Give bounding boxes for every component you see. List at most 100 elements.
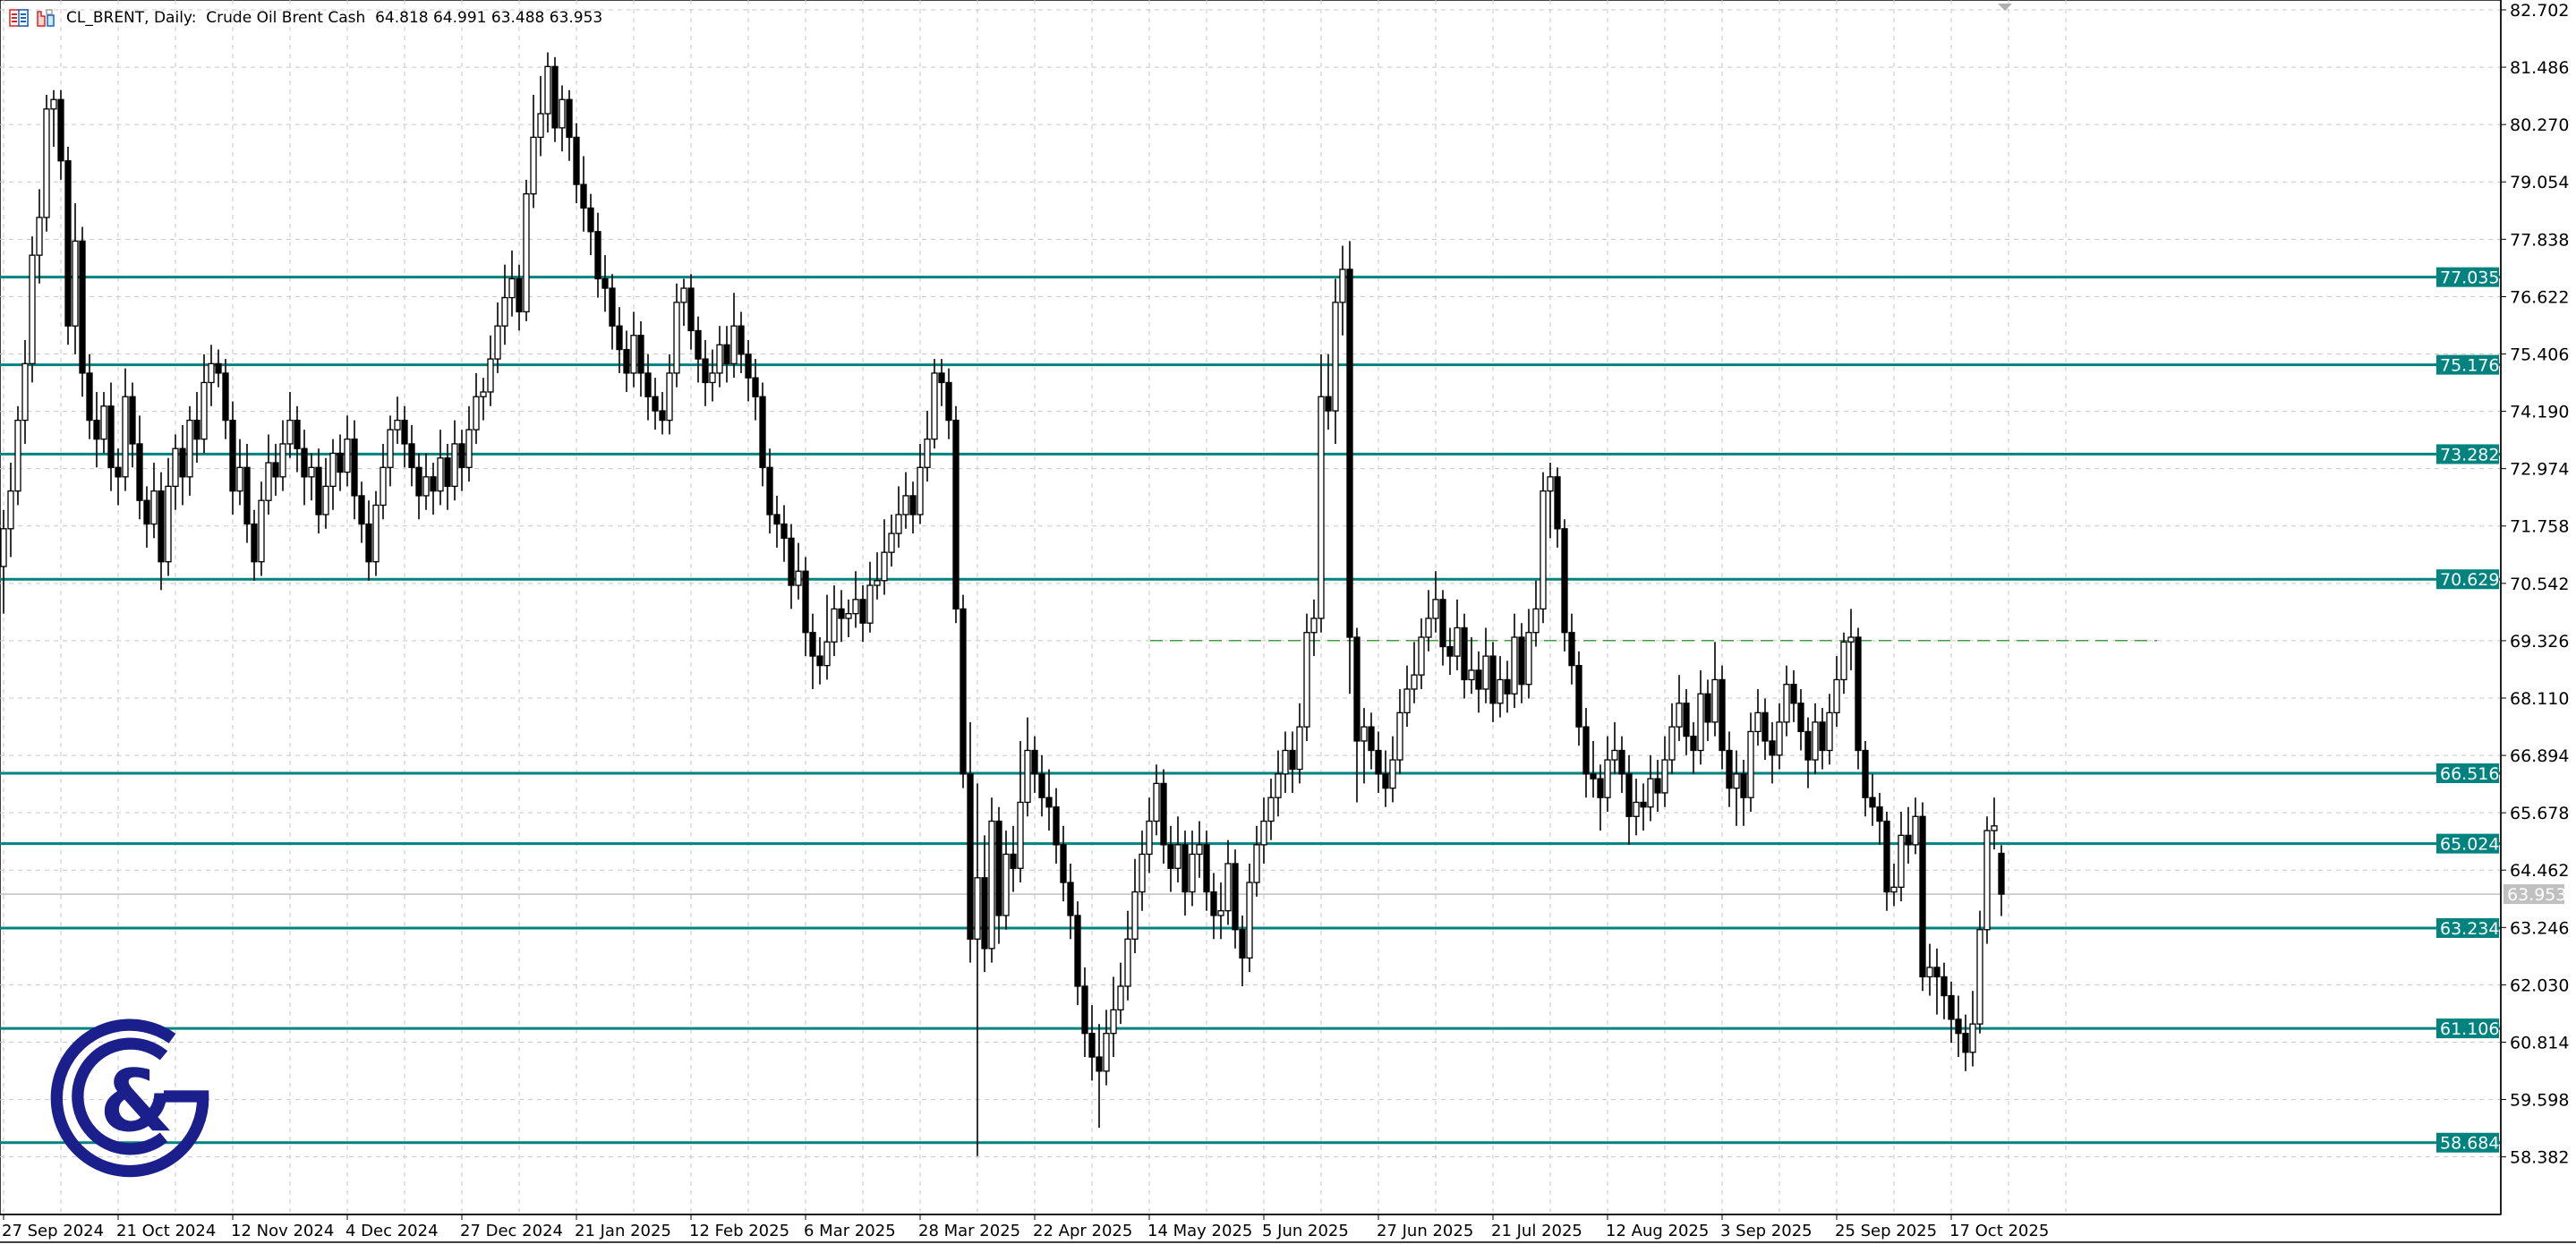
candle <box>1167 825 1174 892</box>
candle <box>1310 599 1318 657</box>
candle <box>1382 750 1389 807</box>
candle <box>351 420 358 520</box>
candle-body-bearish <box>222 372 229 422</box>
candle <box>158 472 165 591</box>
candle-body-bearish <box>229 419 236 492</box>
candle <box>1253 825 1260 897</box>
current-price-label: 63.953 <box>2507 885 2566 905</box>
candle-body-bullish <box>7 490 14 530</box>
candle <box>1318 354 1325 633</box>
candle-body-bearish <box>995 820 1002 916</box>
candle <box>523 179 530 321</box>
time-tick-label: 12 Aug 2025 <box>1606 1222 1709 1240</box>
candle-body-bullish <box>1110 1009 1117 1035</box>
candle-body-bearish <box>315 466 322 515</box>
level-label-bg <box>2436 1132 2499 1153</box>
candle-body-bearish <box>1769 740 1776 756</box>
level-label: 63.234 <box>2440 919 2499 939</box>
candle <box>1804 717 1812 788</box>
level-label: 65.024 <box>2440 835 2499 855</box>
candle-body-bullish <box>165 485 172 563</box>
candle-body-bearish <box>981 877 988 950</box>
candle-body-bearish <box>1081 985 1088 1035</box>
candle <box>1661 736 1668 807</box>
candle <box>537 75 544 157</box>
candle-body-bearish <box>64 160 72 327</box>
candle <box>1153 764 1160 836</box>
candle <box>1260 797 1267 864</box>
time-tick-label: 21 Jul 2025 <box>1491 1222 1582 1240</box>
candle <box>1325 354 1332 430</box>
level-label: 75.176 <box>2440 356 2499 376</box>
candle <box>365 500 372 581</box>
candle-body-bullish <box>43 108 50 218</box>
candle-body-bearish <box>1740 773 1747 798</box>
candle <box>1690 721 1697 774</box>
candle <box>1869 773 1876 826</box>
candle <box>422 453 430 510</box>
candle <box>1898 812 1905 902</box>
candle <box>29 236 36 383</box>
candle-body-bearish <box>759 396 766 468</box>
candle <box>1303 613 1310 741</box>
candle <box>559 85 566 152</box>
candle <box>251 509 258 581</box>
candle <box>1189 831 1196 907</box>
candle <box>1217 882 1224 940</box>
candle-body-bearish <box>1876 806 1883 822</box>
level-label: 77.035 <box>2440 268 2499 288</box>
candle-body-bullish <box>1482 655 1489 690</box>
candle-body-bearish <box>294 419 301 449</box>
candle-body-bearish <box>859 599 866 624</box>
price-tick-label: 76.622 <box>2510 287 2569 307</box>
candle-body-bearish <box>1489 655 1497 704</box>
candle <box>208 345 215 406</box>
candle-body-bearish <box>580 183 587 209</box>
candle <box>938 359 945 406</box>
candle <box>172 434 179 510</box>
candle-body-bullish <box>1812 721 1819 761</box>
candle <box>415 453 422 520</box>
candle <box>143 486 150 548</box>
candle <box>451 420 458 501</box>
candle-body-bullish <box>1103 1033 1110 1072</box>
candle-body-bearish <box>1962 1033 1969 1053</box>
candle <box>1296 703 1303 784</box>
candle <box>150 463 158 539</box>
candle <box>79 226 86 397</box>
candle-body-bearish <box>788 537 795 586</box>
candle-body-bullish <box>14 419 21 492</box>
candle <box>508 250 516 317</box>
trade-panel-icon[interactable] <box>9 9 29 27</box>
svg-text:&: & <box>99 1052 174 1151</box>
candle-body-bullish <box>1024 749 1031 804</box>
candle-body-bearish <box>401 419 408 445</box>
chart-window-icon[interactable] <box>36 9 55 27</box>
candle-body-bearish <box>1045 797 1053 808</box>
candle <box>1962 1014 1969 1071</box>
candle-body-bearish <box>695 329 702 360</box>
candle <box>186 405 193 496</box>
candle-body-bullish <box>845 613 852 619</box>
candle-body-bearish <box>272 462 279 478</box>
price-tick-label: 69.326 <box>2510 632 2569 652</box>
candle-body-bearish <box>1819 721 1826 752</box>
candle-body-bearish <box>458 443 465 468</box>
candle <box>530 94 537 209</box>
candle <box>14 405 21 506</box>
candle-body-bearish <box>1640 801 1647 808</box>
candle-body-bullish <box>523 192 530 313</box>
candle-body-bearish <box>1446 645 1454 657</box>
candle-body-bearish <box>1232 863 1239 931</box>
candle <box>1833 656 1840 728</box>
price-tick-label: 63.246 <box>2510 918 2569 938</box>
candle <box>36 189 43 284</box>
candle <box>988 797 995 963</box>
candle <box>344 415 351 487</box>
candle <box>788 524 795 609</box>
candle <box>1389 736 1396 803</box>
candle <box>1819 708 1826 770</box>
candle-body-bullish <box>1826 711 1833 752</box>
candle <box>902 472 909 529</box>
